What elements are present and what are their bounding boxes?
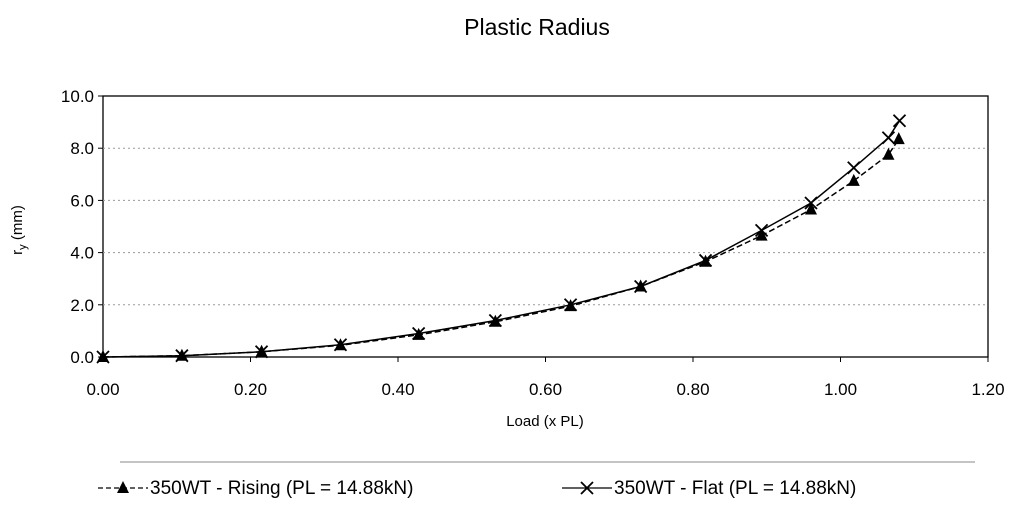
plot-area-frame — [102, 95, 989, 358]
x-marker — [847, 161, 861, 175]
x-marker — [563, 298, 578, 312]
x-tick-label: 1.00 — [824, 380, 857, 399]
x-marker — [333, 338, 348, 352]
x-marker — [892, 114, 907, 128]
x-tick-label: 1.20 — [971, 380, 1004, 399]
x-marker — [488, 313, 502, 328]
x-axis-title: Load (x PL) — [506, 413, 584, 430]
legend-item-rising: 350WT - Rising (PL = 14.88kN) — [98, 478, 413, 499]
x-tick-label: 0.20 — [234, 380, 267, 399]
y-axis-title-unit: (mm) — [9, 205, 26, 244]
y-axis-title-main: r — [9, 250, 26, 255]
y-axis-title-subscript: y — [17, 244, 29, 250]
legend-item-flat: 350WT - Flat (PL = 14.88kN) — [562, 478, 856, 499]
y-tick-label: 6.0 — [70, 191, 94, 210]
chart-title: Plastic Radius — [464, 14, 610, 40]
series-line-flat — [102, 120, 901, 358]
x-tick-label: 0.60 — [529, 380, 562, 399]
x-tick-label: 0.80 — [676, 380, 709, 399]
x-marker — [698, 253, 713, 268]
x-marker — [254, 345, 269, 359]
triangle-marker — [805, 202, 817, 215]
x-tick-label: 0.40 — [381, 380, 414, 399]
triangle-marker — [882, 147, 895, 160]
y-tick-label: 10.0 — [61, 87, 94, 106]
x-marker — [634, 279, 648, 294]
legend-label-rising: 350WT - Rising (PL = 14.88kN) — [150, 478, 413, 499]
series-line-rising — [102, 138, 900, 358]
data-series — [96, 114, 907, 364]
x-marker — [881, 131, 896, 145]
legend-label-flat: 350WT - Flat (PL = 14.88kN) — [614, 478, 856, 499]
x-marker — [96, 350, 110, 364]
x-marker — [754, 223, 769, 238]
x-marker — [412, 326, 426, 341]
legend-triangle-marker — [117, 481, 129, 493]
triangle-marker — [847, 173, 860, 186]
y-tick-label: 2.0 — [70, 296, 94, 315]
y-axis-title: ry (mm) — [9, 205, 29, 255]
y-tick-label: 8.0 — [70, 139, 94, 158]
x-marker — [175, 349, 189, 363]
y-tick-label: 4.0 — [70, 244, 94, 263]
triangle-marker — [892, 132, 905, 145]
gridlines — [103, 147, 988, 306]
x-marker — [804, 196, 818, 210]
axes: 0.0 2.0 4.0 6.0 8.0 10.0 0.00 0.20 0.40 0.60 0.80 1… — [61, 87, 1005, 399]
y-tick-label: 0.0 — [70, 348, 94, 367]
triangle-marker — [755, 228, 768, 241]
x-tick-label: 0.00 — [86, 380, 119, 399]
legend-x-marker — [580, 481, 594, 495]
legend: 350WT - Rising (PL = 14.88kN) 350WT - Fl… — [98, 461, 975, 499]
